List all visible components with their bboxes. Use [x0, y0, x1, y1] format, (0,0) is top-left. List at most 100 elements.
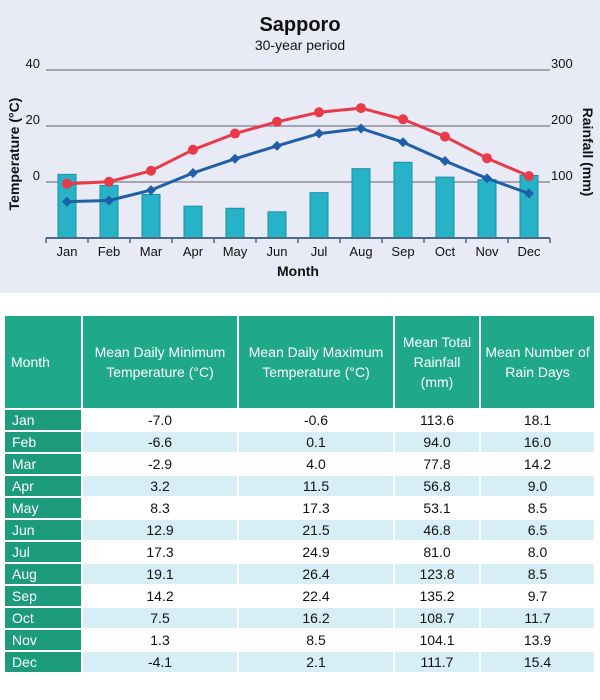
cell-min-temp: -4.1: [81, 651, 239, 674]
climate-chart-panel: Sapporo 30-year period Jan Feb Mar Apr May Jun J…: [0, 0, 600, 293]
cell-max-temp: 11.5: [237, 475, 395, 498]
cell-rain-days: 14.2: [479, 453, 596, 476]
max-temp-point: [230, 128, 240, 139]
table-row: Oct 7.5 16.2 108.7 11.7: [3, 607, 596, 630]
cell-rainfall: 113.6: [393, 409, 481, 432]
x-tick-label: Feb: [98, 244, 120, 259]
header-rainfall: Mean Total Rainfall (mm): [393, 314, 481, 410]
cell-rainfall: 94.0: [393, 431, 481, 454]
cell-max-temp: 22.4: [237, 585, 395, 608]
min-temp-point: [440, 156, 450, 166]
cell-rain-days: 13.9: [479, 629, 596, 652]
table-header-row: Month Mean Daily Minimum Temperature (°C…: [3, 314, 596, 410]
cell-rainfall: 77.8: [393, 453, 481, 476]
cell-max-temp: 16.2: [237, 607, 395, 630]
max-temp-point: [146, 165, 156, 176]
cell-rainfall: 135.2: [393, 585, 481, 608]
min-temp-line: [66, 127, 530, 204]
rainfall-bar: [267, 211, 287, 239]
x-tick-label: May: [223, 244, 248, 259]
header-max-temp: Mean Daily Maximum Temperature (°C): [237, 314, 395, 410]
table-row: Jan -7.0 -0.6 113.6 18.1: [3, 409, 596, 432]
min-temp-point: [62, 196, 72, 207]
min-temp-point: [146, 185, 156, 196]
cell-max-temp: 4.0: [237, 453, 395, 476]
x-tick-label: Apr: [183, 244, 204, 259]
cell-min-temp: 12.9: [81, 519, 239, 542]
max-temp-point: [314, 107, 324, 118]
cell-rain-days: 8.0: [479, 541, 596, 564]
header-month: Month: [3, 314, 83, 410]
y-left-axis-title: Temperature (°C): [6, 98, 22, 211]
climate-table-panel: Month Mean Daily Minimum Temperature (°C…: [0, 308, 600, 700]
cell-month: May: [3, 497, 83, 520]
x-tick-label: Dec: [517, 244, 541, 259]
rainfall-bar: [519, 174, 539, 239]
x-axis-title: Month: [277, 263, 319, 279]
max-temp-point: [188, 144, 198, 155]
rainfall-bar: [351, 168, 371, 239]
cell-min-temp: 7.5: [81, 607, 239, 630]
x-tick-label: Aug: [349, 244, 372, 259]
min-temp-point: [524, 188, 534, 199]
cell-rainfall: 108.7: [393, 607, 481, 630]
x-tick-label: Sep: [391, 244, 414, 259]
table-row: Sep 14.2 22.4 135.2 9.7: [3, 585, 596, 608]
cell-min-temp: 1.3: [81, 629, 239, 652]
cell-month: Jun: [3, 519, 83, 542]
min-temp-point: [188, 168, 198, 179]
max-temp-point: [62, 178, 72, 189]
cell-rain-days: 11.7: [479, 607, 596, 630]
chart-title: Sapporo: [259, 14, 340, 36]
y-right-tick-label: 300: [551, 56, 573, 71]
cell-min-temp: 17.3: [81, 541, 239, 564]
cell-month: Jul: [3, 541, 83, 564]
cell-rainfall: 46.8: [393, 519, 481, 542]
max-temp-point: [104, 176, 114, 187]
rainfall-bar: [183, 205, 203, 239]
cell-month: Oct: [3, 607, 83, 630]
cell-max-temp: 0.1: [237, 431, 395, 454]
min-temp-point: [482, 173, 492, 184]
cell-month: Nov: [3, 629, 83, 652]
min-temp-point: [272, 140, 282, 151]
cell-rain-days: 18.1: [479, 409, 596, 432]
min-temp-point: [314, 128, 324, 139]
rainfall-bar: [477, 179, 497, 239]
y-right-tick-label: 100: [551, 168, 573, 183]
cell-min-temp: 14.2: [81, 585, 239, 608]
rainfall-bar: [225, 207, 245, 239]
cell-min-temp: -2.9: [81, 453, 239, 476]
min-temp-point: [230, 153, 240, 164]
cell-min-temp: -7.0: [81, 409, 239, 432]
cell-rain-days: 9.0: [479, 475, 596, 498]
cell-rainfall: 123.8: [393, 563, 481, 586]
y-left-tick-label: 20: [26, 112, 40, 127]
cell-rainfall: 56.8: [393, 475, 481, 498]
cell-rain-days: 8.5: [479, 497, 596, 520]
cell-min-temp: 19.1: [81, 563, 239, 586]
x-tick-label: Mar: [140, 244, 163, 259]
max-temp-point: [398, 114, 408, 125]
cell-month: Mar: [3, 453, 83, 476]
y-right-tick-label: 200: [551, 112, 573, 127]
table-row: Aug 19.1 26.4 123.8 8.5: [3, 563, 596, 586]
cell-month: Jan: [3, 409, 83, 432]
table-row: Mar -2.9 4.0 77.8 14.2: [3, 453, 596, 476]
cell-max-temp: -0.6: [237, 409, 395, 432]
y-right-axis-title: Rainfall (mm): [580, 108, 596, 197]
table-row: Feb -6.6 0.1 94.0 16.0: [3, 431, 596, 454]
chart-subtitle: 30-year period: [255, 37, 345, 53]
table-row: Jun 12.9 21.5 46.8 6.5: [3, 519, 596, 542]
cell-rainfall: 104.1: [393, 629, 481, 652]
cell-max-temp: 8.5: [237, 629, 395, 652]
rainfall-bar: [99, 184, 119, 239]
cell-month: Apr: [3, 475, 83, 498]
cell-rain-days: 6.5: [479, 519, 596, 542]
cell-max-temp: 21.5: [237, 519, 395, 542]
min-temp-point: [356, 123, 366, 134]
cell-month: Sep: [3, 585, 83, 608]
rainfall-bar: [393, 161, 413, 239]
cell-rain-days: 15.4: [479, 651, 596, 674]
cell-month: Aug: [3, 563, 83, 586]
